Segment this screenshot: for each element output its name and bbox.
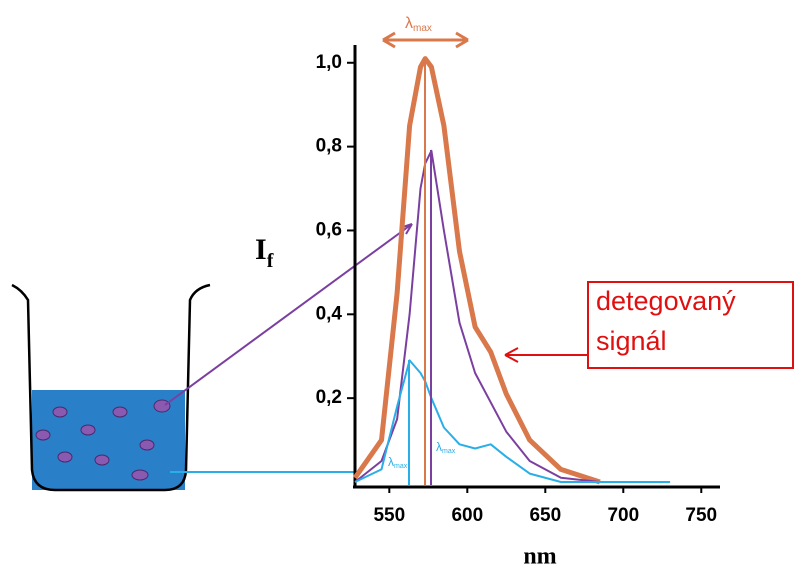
x-tick-label: 750 <box>685 505 717 526</box>
x-tick-label: 650 <box>529 505 561 526</box>
lambda-label: λmax <box>405 15 432 33</box>
pointer <box>164 223 413 406</box>
lambda-label: λmax <box>388 455 408 470</box>
x-tick-label: 550 <box>373 505 405 526</box>
signal-label: detegovaný <box>596 286 736 316</box>
y-tick-label: 0,2 <box>316 387 342 408</box>
beaker <box>11 283 211 492</box>
signal-box <box>587 281 794 369</box>
lambda-arrow <box>382 31 469 49</box>
y-tick-label: 0,8 <box>316 136 342 157</box>
y-tick-label: 0,4 <box>316 303 343 324</box>
series-line <box>354 149 601 483</box>
series-line <box>354 359 671 483</box>
signal-label: signál <box>596 326 667 356</box>
series-line <box>352 56 601 485</box>
y-axis-label: If <box>255 233 274 272</box>
signal-arrow <box>504 347 588 363</box>
x-tick-label: 700 <box>607 505 639 526</box>
y-tick-label: 0,6 <box>316 219 342 240</box>
y-tick-label: 1,0 <box>316 52 342 73</box>
x-axis-label: nm <box>523 544 556 570</box>
lambda-label: λmax <box>436 440 456 455</box>
molecules <box>35 399 171 481</box>
x-tick-label: 600 <box>451 505 483 526</box>
